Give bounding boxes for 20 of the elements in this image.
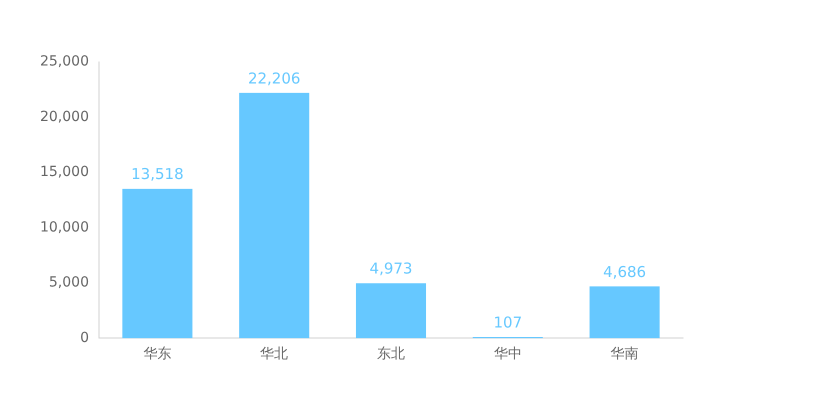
y-tick-label: 25,000 [40,54,89,70]
x-tick-label: 东北 [376,346,405,362]
x-tick-label: 华北 [260,346,288,362]
y-tick-label: 20,000 [40,108,89,125]
data-label: 107 [493,313,522,332]
bar [122,188,192,338]
x-tick-label: 华南 [610,346,639,362]
data-label: 4,686 [603,262,646,281]
x-tick-label: 华中 [494,346,522,362]
data-label: 13,518 [131,165,184,184]
bar [590,286,660,338]
data-label: 4,973 [370,260,412,278]
y-tick-label: 10,000 [40,219,89,236]
bar [239,92,310,338]
x-tick-label: 华东 [143,346,172,362]
bar [356,283,426,338]
y-tick-label: 15,000 [40,164,89,180]
y-tick-label: 0 [80,330,89,346]
y-tick-label: 5,000 [48,274,89,291]
data-label: 22,206 [248,69,300,88]
